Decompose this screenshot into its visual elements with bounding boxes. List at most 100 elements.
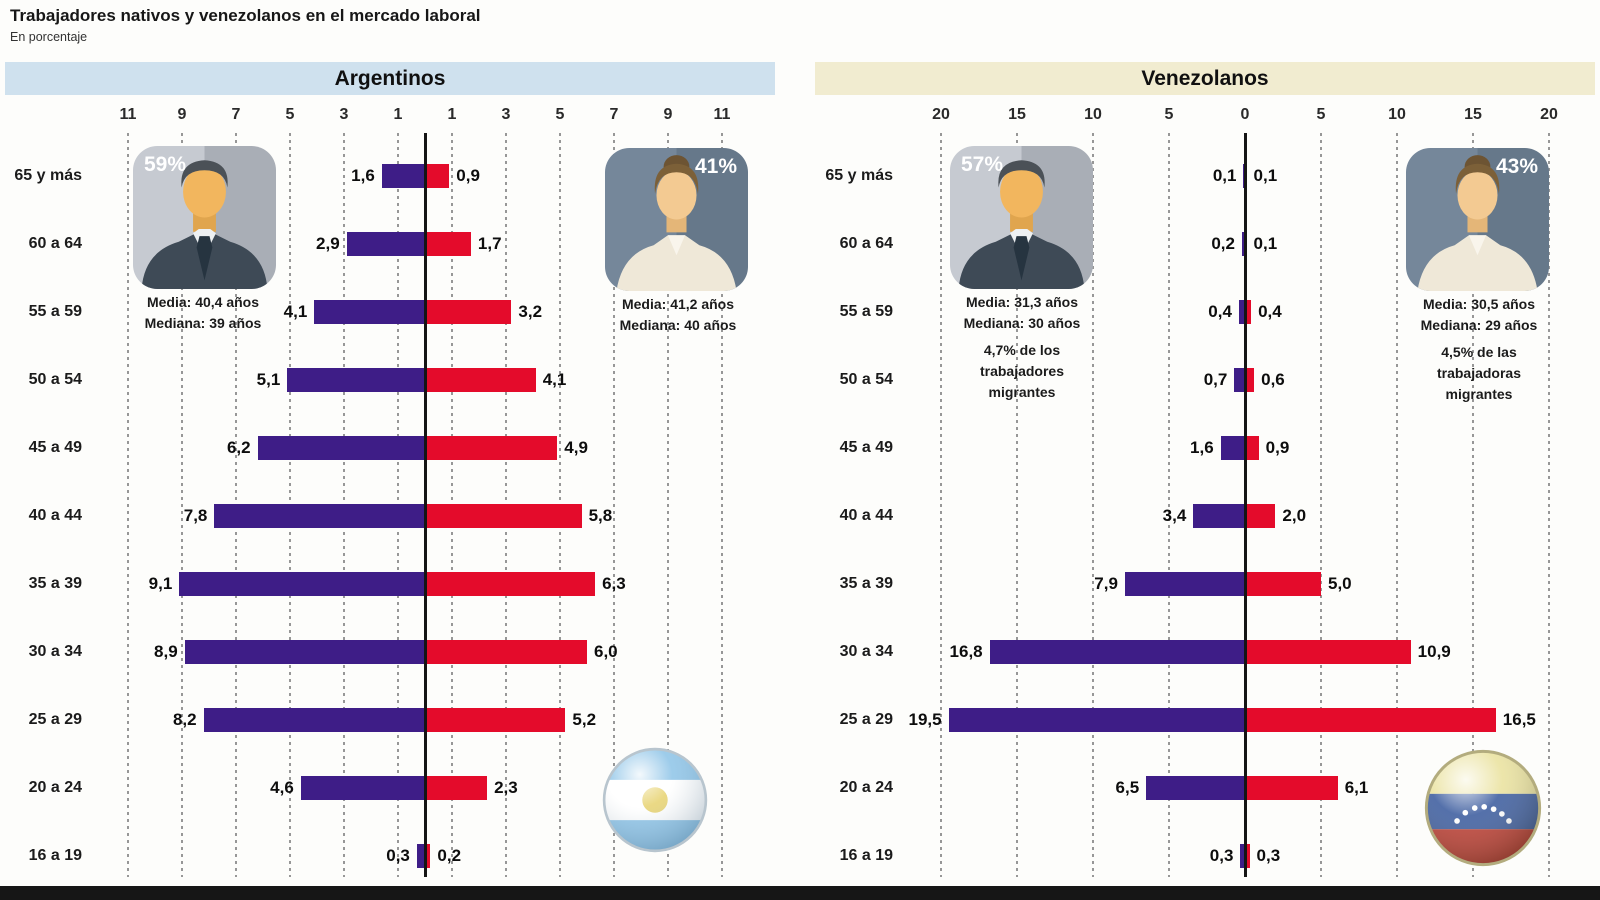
- male-value-label: 0,7: [1203, 370, 1228, 389]
- female-bar: [1245, 300, 1252, 324]
- age-stats: Media: 30,5 años Mediana: 29 años: [1369, 294, 1589, 336]
- migrant-share-line: 4,5% de las: [1441, 344, 1517, 360]
- migrant-share-line: migrantes: [1445, 386, 1513, 402]
- female-value-label: 2,3: [494, 778, 518, 797]
- axis-tick-label: 3: [339, 106, 349, 123]
- age-group-label: 55 a 59: [839, 303, 893, 320]
- age-group-label: 16 a 19: [839, 847, 893, 864]
- male-value-label: 19,5: [908, 710, 942, 729]
- male-value-label: 2,9: [316, 234, 340, 253]
- age-group-label: 60 a 64: [28, 235, 82, 252]
- migrant-share-line: trabajadores: [979, 363, 1065, 379]
- axis-tick-label: 20: [1540, 106, 1558, 123]
- female-value-label: 6,3: [602, 574, 626, 593]
- male-bar: [1146, 776, 1245, 800]
- female-bar: [1245, 708, 1496, 732]
- male-value-label: 0,1: [1212, 166, 1237, 185]
- male-bar: [287, 368, 425, 392]
- female-bar: [425, 436, 558, 460]
- female-avatar-icon: [1406, 148, 1549, 291]
- male-value-label: 6,2: [226, 438, 251, 457]
- age-stats-line: Media: 41,2 años: [621, 296, 735, 312]
- female-value-label: 5,2: [572, 710, 597, 729]
- gridline: [181, 133, 183, 877]
- axis-tick-label: 15: [1464, 106, 1482, 123]
- axis-tick-label: 3: [501, 106, 511, 123]
- female-bar: [425, 504, 582, 528]
- age-group-label: 16 a 19: [28, 847, 82, 864]
- gridline: [1548, 133, 1550, 877]
- male-value-label: 3,4: [1162, 506, 1187, 525]
- female-value-label: 0,9: [1265, 438, 1290, 457]
- female-value-label: 0,6: [1261, 370, 1285, 389]
- female-value-label: 0,2: [437, 846, 462, 865]
- age-stats: Media: 40,4 años Mediana: 39 años: [93, 292, 313, 334]
- male-bar: [1238, 300, 1245, 324]
- age-group-label: 40 a 44: [28, 507, 82, 524]
- female-avatar-icon: [605, 148, 748, 291]
- age-stats-line: Mediana: 39 años: [144, 315, 262, 331]
- female-value-label: 4,1: [542, 370, 567, 389]
- female-value-label: 16,5: [1502, 710, 1536, 729]
- age-stats-line: Media: 40,4 años: [146, 294, 260, 310]
- axis-tick-label: 9: [663, 106, 673, 123]
- share-percentage: 59%: [144, 153, 187, 176]
- age-group-label: 60 a 64: [839, 235, 893, 252]
- footer-bar: [0, 886, 1600, 900]
- female-bar: [425, 368, 536, 392]
- share-percentage: 43%: [1495, 155, 1538, 178]
- female-bar: [1245, 504, 1276, 528]
- age-group-label: 50 a 54: [839, 371, 893, 388]
- male-value-label: 6,5: [1115, 778, 1140, 797]
- age-group-label: 40 a 44: [839, 507, 893, 524]
- male-bar: [203, 708, 425, 732]
- male-value-label: 4,6: [270, 778, 294, 797]
- female-value-label: 1,7: [477, 234, 502, 253]
- axis-tick-label: 11: [119, 106, 137, 123]
- male-bar: [381, 164, 425, 188]
- age-group-label: 25 a 29: [28, 711, 82, 728]
- gridline: [667, 133, 669, 877]
- male-value-label: 0,3: [386, 846, 410, 865]
- male-bar: [314, 300, 425, 324]
- male-bar: [300, 776, 425, 800]
- female-value-label: 0,4: [1258, 302, 1282, 321]
- gridline: [1320, 133, 1322, 877]
- gridline: [127, 133, 129, 877]
- male-value-label: 1,6: [351, 166, 375, 185]
- gridline: [940, 133, 942, 877]
- male-value-label: 4,1: [283, 302, 308, 321]
- age-group-label: 30 a 34: [28, 643, 82, 660]
- axis-tick-label: 9: [177, 106, 187, 123]
- axis-zero-line: [423, 133, 427, 877]
- male-bar: [948, 708, 1245, 732]
- axis-zero-line: [1243, 133, 1247, 877]
- male-bar: [257, 436, 425, 460]
- age-group-label: 30 a 34: [839, 643, 893, 660]
- male-value-label: 5,1: [256, 370, 281, 389]
- page-title: Trabajadores nativos y venezolanos en el…: [10, 6, 481, 25]
- axis-tick-label: 5: [1164, 106, 1174, 123]
- female-bar: [1245, 640, 1411, 664]
- female-value-label: 5,0: [1328, 574, 1352, 593]
- female-value-label: 0,1: [1253, 234, 1278, 253]
- axis-tick-label: 11: [713, 106, 731, 123]
- male-bar: [1234, 368, 1245, 392]
- migrant-share-note: 4,7% de los trabajadores migrantes: [912, 340, 1132, 403]
- migrant-share-line: trabajadoras: [1436, 365, 1522, 381]
- migrant-share-line: 4,7% de los: [983, 342, 1061, 358]
- male-value-label: 9,1: [148, 574, 173, 593]
- axis-tick-label: 7: [609, 106, 619, 123]
- gridline: [1092, 133, 1094, 877]
- age-stats: Media: 31,3 años Mediana: 30 años: [912, 292, 1132, 334]
- male-value-label: 8,2: [172, 710, 197, 729]
- male-bar: [184, 640, 425, 664]
- age-group-label: 45 a 49: [28, 439, 82, 456]
- male-value-label: 7,8: [183, 506, 208, 525]
- age-stats-line: Mediana: 40 años: [619, 317, 737, 333]
- female-bar: [1245, 776, 1338, 800]
- venezuela-flag-icon: [1424, 749, 1542, 867]
